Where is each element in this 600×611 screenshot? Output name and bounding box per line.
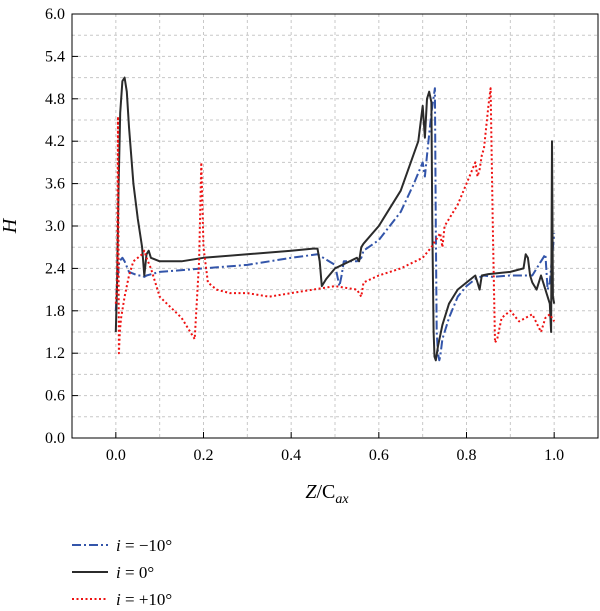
y-tick-label: 0.6 <box>45 388 65 405</box>
legend-label-italic: i <box>116 590 121 609</box>
x-tick-label: 1.0 <box>544 447 564 464</box>
legend-label-3: i = +10° <box>116 590 172 609</box>
y-tick-label: 0.0 <box>45 430 65 447</box>
series-group <box>114 76 556 362</box>
series-line-3 <box>114 87 556 355</box>
y-tick-label: 6.0 <box>45 6 65 23</box>
grid <box>71 13 599 439</box>
x-axis-label-sep: /C <box>317 481 336 503</box>
y-tick-label: 3.6 <box>45 176 65 193</box>
x-tick-label: 0.0 <box>106 447 126 464</box>
legend: i = −10°i = 0°i = +10° <box>72 536 172 609</box>
x-tick-label: 0.4 <box>281 447 301 464</box>
y-tick-label: 4.8 <box>45 91 65 108</box>
y-tick-label: 4.2 <box>45 133 65 150</box>
series-line-1 <box>114 87 556 362</box>
x-tick-label: 0.6 <box>369 447 389 464</box>
legend-label-rest: = +10° <box>121 590 172 609</box>
y-tick-label: 2.4 <box>45 260 65 277</box>
legend-label-rest: = 0° <box>121 563 154 582</box>
legend-label-2: i = 0° <box>116 563 154 582</box>
y-tick-label: 5.4 <box>45 48 65 65</box>
legend-label-italic: i <box>116 563 121 582</box>
x-axis-label: Z/Cax <box>305 481 349 507</box>
x-tick-label: 0.8 <box>457 447 477 464</box>
legend-label-italic: i <box>116 536 121 555</box>
axis-ticks: 0.0 0.2 0.4 0.6 0.8 1.0 0.0 0.6 1.2 1.8 2.4 3.0 3.6 4… <box>45 6 564 464</box>
legend-label-1: i = −10° <box>116 536 172 555</box>
y-axis-label: H <box>0 217 21 234</box>
y-tick-label: 3.0 <box>45 218 65 235</box>
legend-label-rest: = −10° <box>121 536 172 555</box>
x-tick-label: 0.2 <box>194 447 214 464</box>
x-axis-label-main: Z <box>305 481 317 503</box>
series-line-2 <box>114 76 556 362</box>
y-tick-label: 1.8 <box>45 303 65 320</box>
y-tick-label: 1.2 <box>45 345 65 362</box>
x-axis-label-sub: ax <box>335 492 349 507</box>
